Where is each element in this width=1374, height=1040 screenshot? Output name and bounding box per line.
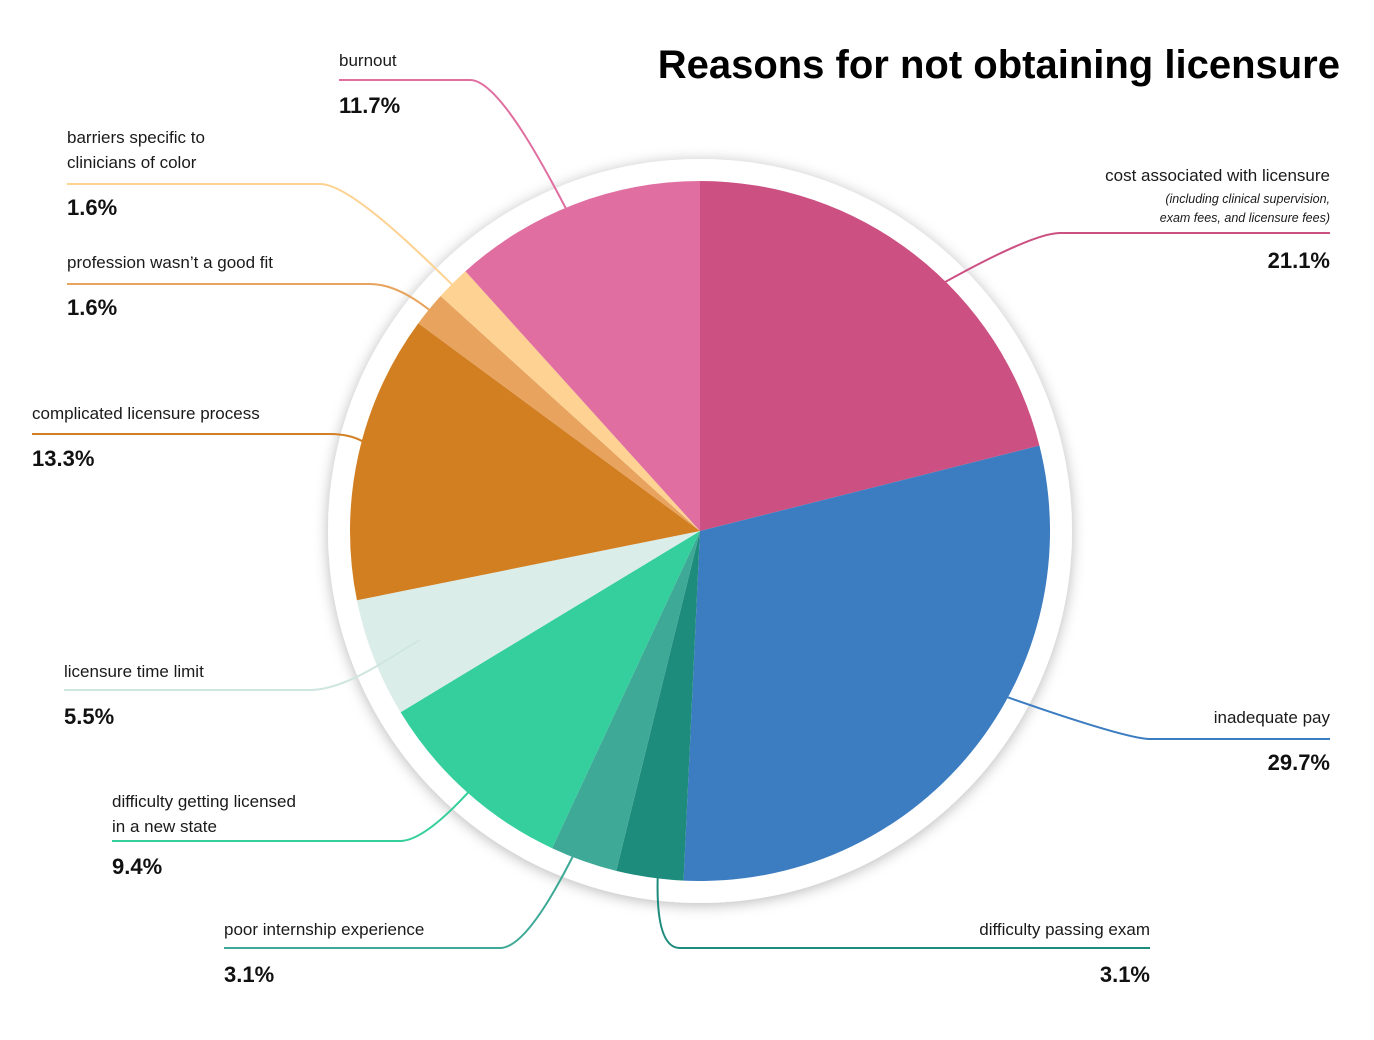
leader-line-poor-internship — [224, 768, 618, 949]
pie-slice-new-state — [400, 531, 700, 849]
slice-label-difficulty-passing-exam: difficulty passing exam — [979, 920, 1150, 939]
slice-note-cost: (including clinical supervision, — [1165, 192, 1330, 206]
slice-value-barriers-color: 1.6% — [67, 195, 117, 220]
leader-line-difficulty-passing-exam — [656, 780, 1150, 949]
slice-value-inadequate-pay: 29.7% — [1268, 750, 1330, 775]
pie-slice-complicated-process — [350, 323, 700, 601]
chart-title: Reasons for not obtaining licensure — [658, 43, 1340, 87]
slice-value-burnout: 11.7% — [339, 93, 400, 118]
slice-label-burnout: burnout — [339, 51, 397, 70]
leader-line-burnout — [339, 79, 603, 277]
slice-label-poor-internship: poor internship experience — [224, 920, 424, 939]
slice-value-poor-internship: 3.1% — [224, 962, 274, 987]
slice-value-new-state: 9.4% — [112, 854, 162, 879]
pie-slice-barriers-color — [440, 271, 700, 531]
pie-slice-cost — [700, 181, 1040, 531]
pie-slice-poor-internship — [552, 531, 700, 871]
slice-label-complicated-process: complicated licensure process — [32, 404, 260, 423]
leader-line-complicated-process — [32, 433, 387, 463]
slice-value-time-limit: 5.5% — [64, 704, 114, 729]
pie-slice-inadequate-pay — [683, 445, 1050, 881]
slice-value-not-good-fit: 1.6% — [67, 295, 117, 320]
leader-line-time-limit — [64, 639, 421, 691]
slice-label-barriers-color: barriers specific to — [67, 128, 205, 147]
pie-slice-burnout — [465, 181, 700, 531]
slice-value-difficulty-passing-exam: 3.1% — [1100, 962, 1150, 987]
pie-slice-time-limit — [356, 531, 700, 713]
slice-note-cost: exam fees, and licensure fees) — [1160, 211, 1330, 225]
leader-line-inadequate-pay — [821, 629, 1330, 740]
leader-line-new-state — [112, 717, 533, 842]
slice-label-new-state: in a new state — [112, 817, 217, 836]
slice-value-cost: 21.1% — [1268, 248, 1330, 273]
slice-label-barriers-color: clinicians of color — [67, 153, 197, 172]
leader-line-barriers-color — [67, 183, 493, 324]
slice-value-complicated-process: 13.3% — [32, 446, 94, 471]
slice-label-not-good-fit: profession wasn’t a good fit — [67, 253, 273, 272]
slice-label-cost: cost associated with licensure — [1105, 166, 1330, 185]
slice-label-new-state: difficulty getting licensed — [112, 792, 296, 811]
pie-slice-difficulty-passing-exam — [616, 531, 700, 881]
slice-label-time-limit: licensure time limit — [64, 662, 204, 681]
leader-line-not-good-fit — [67, 283, 463, 337]
leader-line-cost — [854, 232, 1330, 334]
pie-slice-not-good-fit — [418, 296, 700, 531]
slice-label-inadequate-pay: inadequate pay — [1214, 708, 1331, 727]
